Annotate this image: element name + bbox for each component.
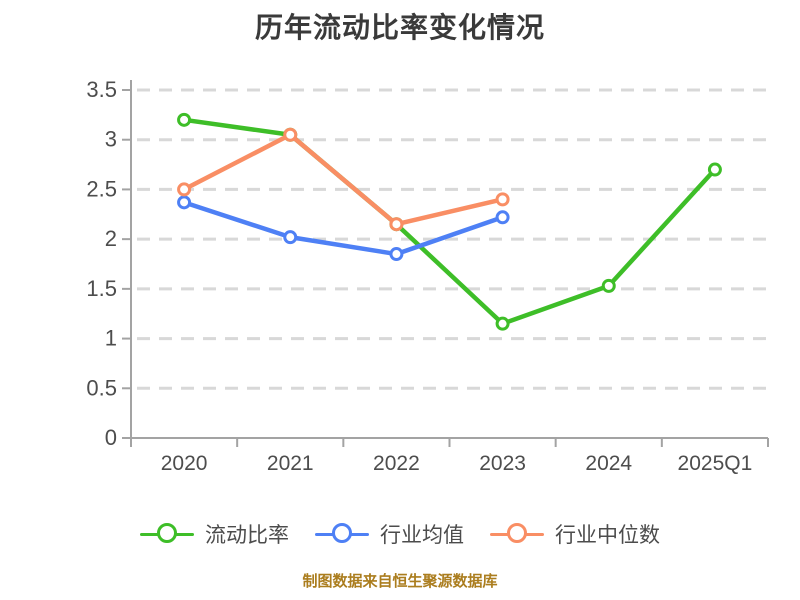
- data-point-marker[interactable]: [177, 182, 192, 197]
- y-tick-label: 1.5: [86, 276, 117, 301]
- y-tick-label: 2: [105, 226, 117, 251]
- legend-label: 流动比率: [205, 524, 289, 547]
- y-tick-label: 0: [105, 425, 117, 450]
- legend-item-2[interactable]: 行业均值: [315, 519, 464, 549]
- chart-title: 历年流动比率变化情况: [254, 12, 545, 43]
- legend-marker-icon: [315, 523, 369, 545]
- data-point-marker[interactable]: [283, 230, 298, 245]
- data-point-marker[interactable]: [177, 112, 192, 127]
- legend-item-3[interactable]: 行业中位数: [490, 519, 660, 549]
- plot-area: 0 0.5 1 1.5 2 2.5 3 3.5 2020 2021 2022 2023 2024 2025…: [86, 77, 769, 475]
- x-tick-label: 2025Q1: [678, 452, 753, 475]
- data-point-marker[interactable]: [707, 162, 722, 177]
- legend-item-1[interactable]: 流动比率: [140, 519, 289, 549]
- series-line-3: [181, 132, 505, 227]
- data-point-marker[interactable]: [601, 278, 616, 293]
- legend-marker-icon: [490, 523, 544, 545]
- y-tick-label: 2.5: [86, 176, 117, 201]
- data-point-marker[interactable]: [389, 247, 404, 262]
- data-point-marker[interactable]: [495, 192, 510, 207]
- y-tick-label: 3.5: [86, 77, 117, 102]
- data-point-marker[interactable]: [495, 316, 510, 331]
- series-line-2: [181, 200, 505, 257]
- legend: 流动比率 行业均值 行业中位数: [0, 512, 800, 556]
- x-tick-label: 2023: [479, 452, 526, 475]
- series-line-1: [181, 117, 718, 326]
- x-tick-label: 2021: [267, 452, 314, 475]
- y-tick-label: 0.5: [86, 375, 117, 400]
- data-point-marker[interactable]: [283, 127, 298, 142]
- data-source-caption: 制图数据来自恒生聚源数据库: [302, 573, 498, 590]
- data-point-marker[interactable]: [177, 195, 192, 210]
- x-tick-label: 2022: [373, 452, 420, 475]
- legend-label: 行业中位数: [555, 524, 660, 547]
- legend-marker-icon: [140, 523, 194, 545]
- data-point-marker[interactable]: [389, 217, 404, 232]
- data-point-marker[interactable]: [495, 210, 510, 225]
- y-tick-label: 3: [105, 127, 117, 152]
- x-tick-label: 2020: [161, 452, 208, 475]
- legend-label: 行业均值: [380, 524, 464, 547]
- y-tick-label: 1: [105, 326, 117, 351]
- x-tick-label: 2024: [585, 452, 632, 475]
